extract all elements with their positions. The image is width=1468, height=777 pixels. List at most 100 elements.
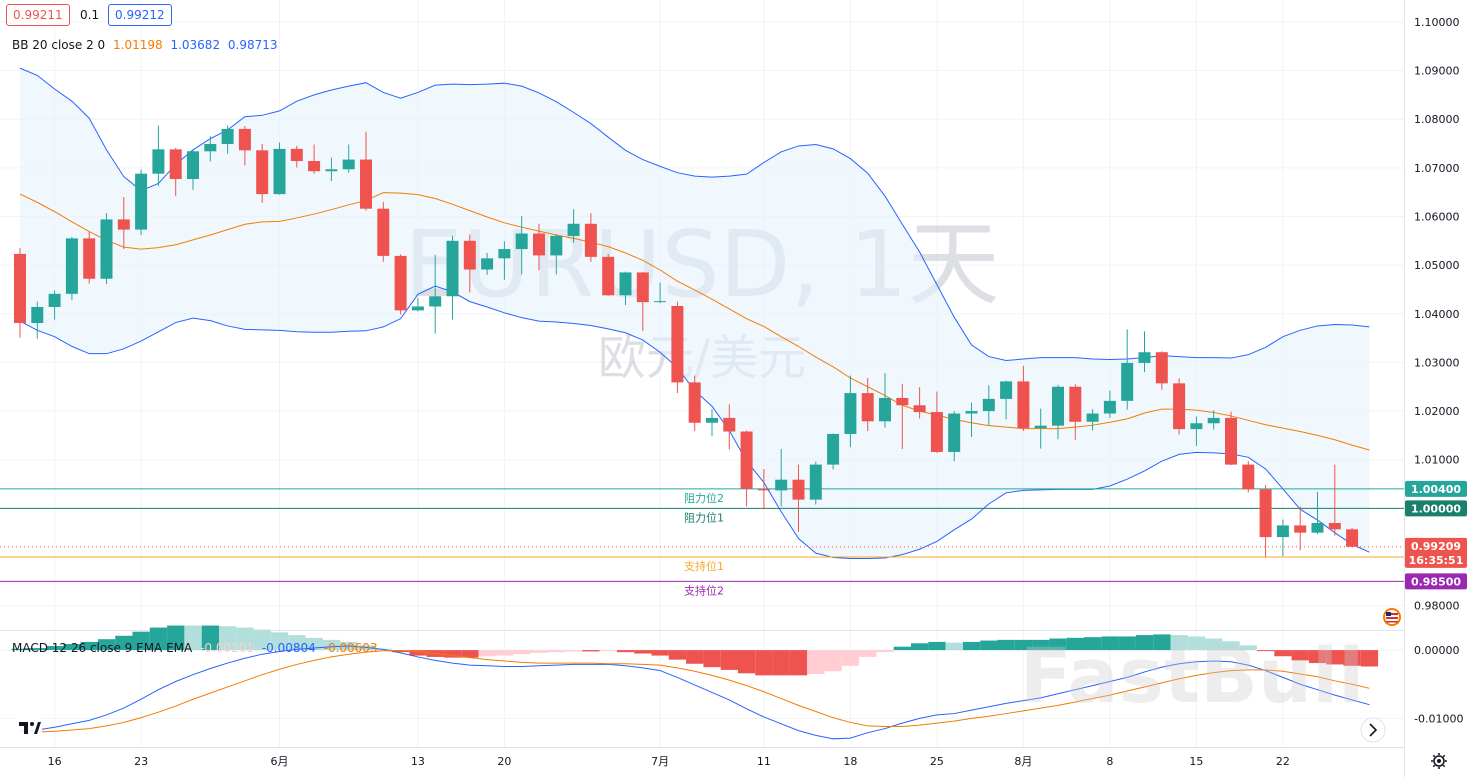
level-label: 支持位1	[684, 559, 724, 573]
candle-body	[446, 240, 459, 297]
macd-histogram-bar	[1032, 639, 1050, 651]
macd-tick-label: 0.00000	[1414, 644, 1460, 657]
candle-body	[360, 159, 372, 209]
bb-label: BB 20 close 2 0	[12, 38, 106, 52]
candle-body	[135, 173, 148, 230]
macd-histogram-bar	[651, 650, 669, 656]
macd-histogram-bar	[46, 646, 64, 651]
macd-histogram-bar	[184, 625, 202, 651]
candle-body	[204, 144, 217, 152]
candle-body	[65, 238, 78, 294]
candle-body	[809, 464, 822, 500]
time-tick-label: 8	[1106, 755, 1113, 768]
candle-body	[498, 249, 511, 259]
candle-body	[584, 223, 597, 257]
candle-body	[861, 393, 874, 422]
macd-histogram-bar	[1205, 638, 1223, 651]
candle-body	[1276, 525, 1289, 538]
macd-legend[interactable]: MACD 12 26 close 9 EMA EMA -0.00201 -0.0…	[12, 641, 378, 655]
macd-histogram-bar	[928, 641, 946, 651]
current-price-tag-text: 16:35:51	[1409, 554, 1464, 567]
macd-histogram-bar	[1222, 641, 1240, 651]
macd-histogram-bar	[1308, 650, 1327, 664]
candle-body	[1000, 381, 1013, 399]
candle-body	[948, 413, 961, 452]
macd-histogram-bar	[97, 639, 116, 651]
macd-histogram-bar	[80, 641, 98, 651]
spread-value: 0.1	[80, 8, 100, 22]
price-tags: 1.004001.000000.990000.985000.9920916:35…	[1405, 480, 1467, 590]
tradingview-logo-icon[interactable]	[16, 716, 42, 738]
chevron-right-icon[interactable]	[1360, 717, 1386, 743]
price-tick-label: 1.06000	[1414, 210, 1460, 223]
time-axis[interactable]: 16 23 6月 13 20 7月 11 18 25 8月 8 15 22	[48, 755, 1290, 768]
macd-pane	[11, 625, 1379, 740]
macd-histogram-bar	[945, 642, 963, 651]
candle-body	[290, 148, 303, 162]
macd-histogram-bar	[1360, 650, 1379, 667]
signal-line	[20, 650, 1370, 733]
macd-histogram-bar	[962, 641, 981, 651]
macd-histogram-bar	[495, 650, 514, 656]
macd-histogram-bar	[686, 650, 704, 664]
candle-body	[1052, 386, 1064, 426]
bb-legend[interactable]: BB 20 close 2 0 1.01198 1.03682 0.98713	[12, 38, 278, 52]
candle-body	[117, 219, 130, 230]
macd-histogram-bar	[63, 643, 81, 651]
current-price-tag-text: 0.99209	[1411, 540, 1461, 553]
macd-histogram-bar	[1274, 650, 1292, 657]
price-tick-label: 1.09000	[1414, 65, 1460, 78]
macd-histogram-bar	[1014, 639, 1033, 651]
candle-body	[1138, 352, 1151, 363]
candle-body	[273, 148, 286, 195]
macd-histogram-bar	[789, 650, 808, 676]
time-tick-label: 23	[134, 755, 148, 768]
candle-body	[550, 235, 563, 256]
macd-histogram-bar	[443, 650, 462, 658]
candle-body	[1017, 381, 1030, 429]
time-tick-label: 11	[757, 755, 771, 768]
candle-body	[238, 128, 251, 151]
macd-histogram-bar	[530, 650, 548, 653]
brand-watermark: FastBull	[1020, 631, 1364, 720]
candle-body	[671, 306, 684, 383]
bb-upper-value: 1.03682	[170, 38, 221, 52]
macd-histogram-bar	[1239, 645, 1257, 651]
level-label: 阻力位1	[684, 510, 724, 524]
candle-body	[14, 253, 26, 324]
time-tick-label: 13	[411, 755, 425, 768]
level-price-tag-bg	[1405, 500, 1467, 517]
macd-histogram-bar	[755, 650, 773, 676]
macd-histogram-bar	[201, 625, 219, 651]
current-price-tag-bg	[1405, 537, 1467, 568]
time-tick-label: 8月	[1014, 755, 1032, 768]
bb-basis-value: 1.01198	[113, 38, 163, 52]
macd-histogram-bar	[565, 650, 583, 652]
macd-histogram-bar	[1257, 650, 1275, 652]
candle-body	[1207, 417, 1220, 424]
macd-histogram-bar	[322, 639, 341, 651]
bid-price-box[interactable]: 0.99211	[6, 4, 70, 26]
candle-body	[1173, 383, 1186, 430]
candle-body	[1328, 522, 1341, 530]
candle-body	[1086, 413, 1099, 422]
candle-body	[896, 397, 909, 406]
ask-price-box[interactable]: 0.99212	[108, 4, 172, 26]
macd-line-value: -0.00804	[261, 641, 316, 655]
macd-histogram-bar	[1326, 650, 1344, 665]
macd-histogram-bar	[1187, 636, 1206, 651]
candle-body	[965, 411, 978, 414]
candle-body	[619, 272, 632, 296]
level-price-tag-text: 1.00000	[1411, 502, 1461, 515]
macd-histogram-bar	[841, 650, 860, 666]
candle-body	[342, 159, 355, 170]
candle-body	[567, 223, 580, 236]
macd-histogram-bar	[668, 650, 687, 660]
gear-icon[interactable]	[1431, 753, 1447, 769]
price-axis[interactable]: 1.10000 1.09000 1.08000 1.07000 1.06000 1.050…	[1405, 0, 1468, 777]
candle-body	[48, 293, 61, 307]
candle-body	[913, 405, 926, 413]
candle-body	[1294, 525, 1307, 533]
macd-line	[19, 645, 1370, 740]
